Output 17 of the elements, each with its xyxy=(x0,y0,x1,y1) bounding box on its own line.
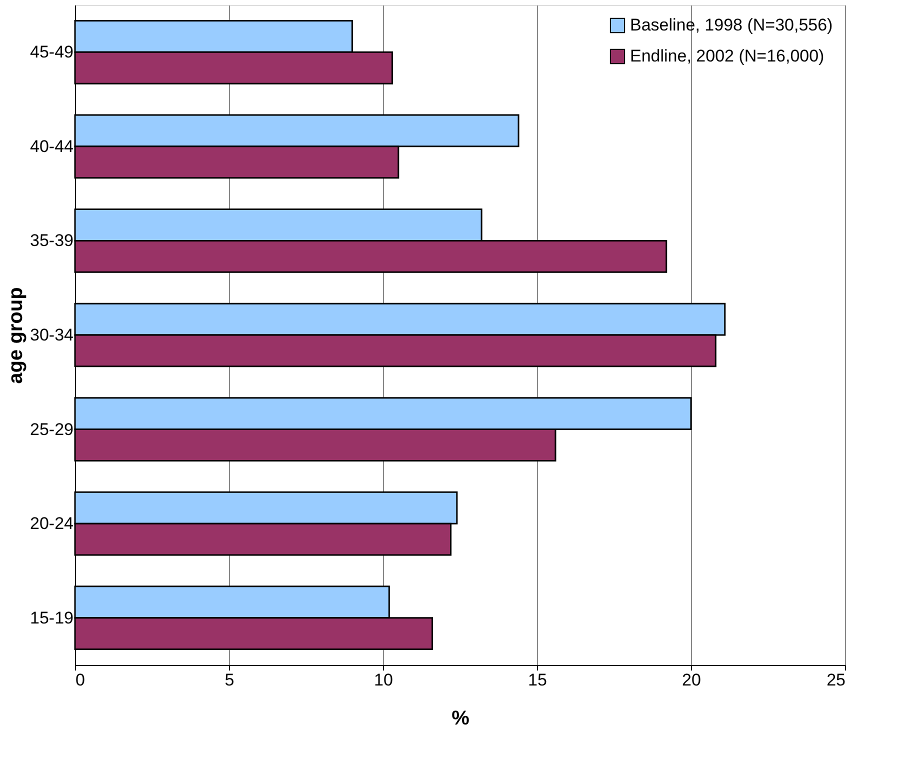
x-tick-label: 10 xyxy=(374,670,393,690)
y-tick-label: 40-44 xyxy=(30,136,74,156)
x-tick-label: 5 xyxy=(224,670,234,690)
y-tick-label: 45-49 xyxy=(30,42,74,62)
y-tick-label: 25-29 xyxy=(30,420,74,439)
x-tick-label: 0 xyxy=(76,670,85,690)
x-tick-label: 20 xyxy=(682,670,701,690)
y-tick-label: 20-24 xyxy=(30,514,74,534)
y-tick-label: 15-19 xyxy=(30,608,74,628)
legend-label: Endline, 2002 (N=16,000) xyxy=(630,46,824,66)
y-tick-label: 35-39 xyxy=(30,231,74,250)
x-tick-label: 25 xyxy=(826,670,846,690)
x-tick-label: 15 xyxy=(528,670,547,690)
y-axis-title: age group xyxy=(5,287,28,384)
legend-label: Baseline, 1998 (N=30,556) xyxy=(630,16,833,34)
y-tick-label: 30-34 xyxy=(30,326,74,344)
x-axis-title: % xyxy=(452,708,470,730)
